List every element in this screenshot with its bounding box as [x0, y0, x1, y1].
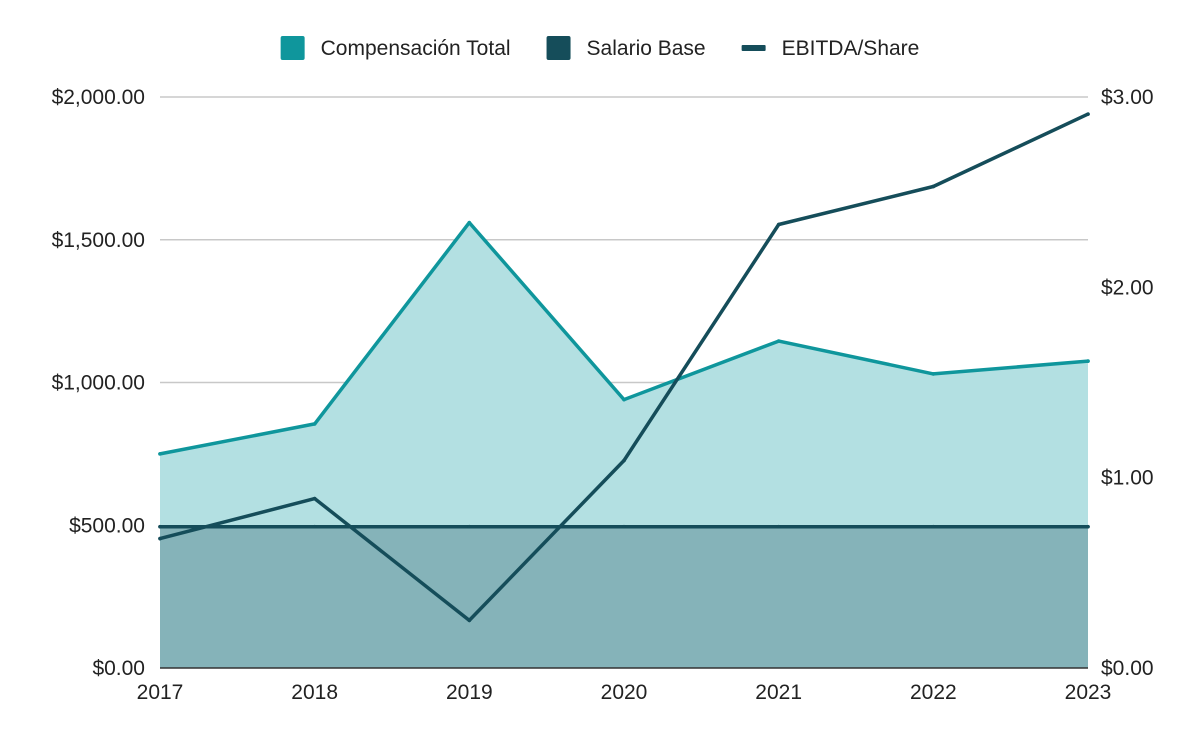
legend: Compensación Total Salario Base EBITDA/Sha…	[280, 36, 920, 60]
legend-swatch-compensacion-total	[280, 36, 305, 60]
point-compensacion-total-2017	[158, 452, 162, 456]
area-series	[158, 220, 1090, 668]
point-compensacion-total-2021	[776, 339, 781, 343]
y-left-tick-label: $0.00	[92, 657, 145, 680]
point-salario-base-2020	[622, 524, 626, 529]
y-left-tick-label: $2,000.00	[52, 86, 145, 109]
point-compensacion-total-2019	[467, 220, 472, 225]
point-compensacion-total-2020	[622, 397, 626, 402]
point-ebitda-share-2018	[312, 496, 317, 501]
point-salario-base-2022	[931, 524, 936, 529]
legend-item-salario-base: Salario Base	[546, 36, 706, 60]
point-ebitda-share-2023	[1086, 112, 1090, 116]
y-right-tick-label: $0.00	[1101, 657, 1154, 680]
y-left-tick-label: $1,000.00	[52, 372, 145, 395]
x-tick-label: 2019	[446, 681, 493, 704]
point-ebitda-share-2022	[931, 184, 936, 189]
point-salario-base-2019	[467, 524, 472, 529]
x-tick-label: 2017	[137, 681, 184, 704]
point-ebitda-share-2021	[776, 222, 781, 227]
point-salario-base-2023	[1086, 524, 1090, 529]
y-left-tick-label: $500.00	[69, 514, 145, 537]
legend-item-compensacion-total: Compensación Total	[280, 36, 511, 60]
point-salario-base-2017	[158, 524, 162, 529]
point-compensacion-total-2018	[312, 422, 317, 426]
x-tick-label: 2018	[291, 681, 338, 704]
legend-label-salario-base: Salario Base	[587, 37, 706, 60]
x-tick-label: 2020	[601, 681, 648, 704]
point-ebitda-share-2017	[158, 536, 162, 541]
y-right-tick-label: $3.00	[1101, 86, 1154, 109]
line-series	[158, 112, 1090, 623]
legend-item-ebitda-share: EBITDA/Share	[741, 37, 920, 60]
area-fill-salario-base	[160, 526, 1088, 668]
point-compensacion-total-2023	[1086, 359, 1090, 363]
y-right-tick-label: $2.00	[1101, 276, 1154, 299]
point-ebitda-share-2019	[467, 618, 472, 623]
point-salario-base-2021	[776, 524, 781, 529]
legend-swatch-salario-base	[546, 36, 571, 60]
x-tick-label: 2023	[1065, 681, 1112, 704]
point-compensacion-total-2022	[931, 372, 936, 376]
point-ebitda-share-2020	[622, 458, 626, 463]
y-left-tick-label: $1,500.00	[52, 229, 145, 252]
y-right-tick-label: $1.00	[1101, 467, 1154, 490]
point-salario-base-2018	[312, 524, 317, 529]
legend-label-compensacion-total: Compensación Total	[321, 37, 511, 60]
x-tick-label: 2022	[910, 681, 957, 704]
x-tick-label: 2021	[755, 681, 802, 704]
axes: $0.00 $500.00 $1,000.00 $1,500.00 $2,000.00 $…	[52, 86, 1154, 704]
legend-swatch-ebitda-share	[741, 45, 766, 51]
legend-label-ebitda-share: EBITDA/Share	[782, 37, 920, 60]
